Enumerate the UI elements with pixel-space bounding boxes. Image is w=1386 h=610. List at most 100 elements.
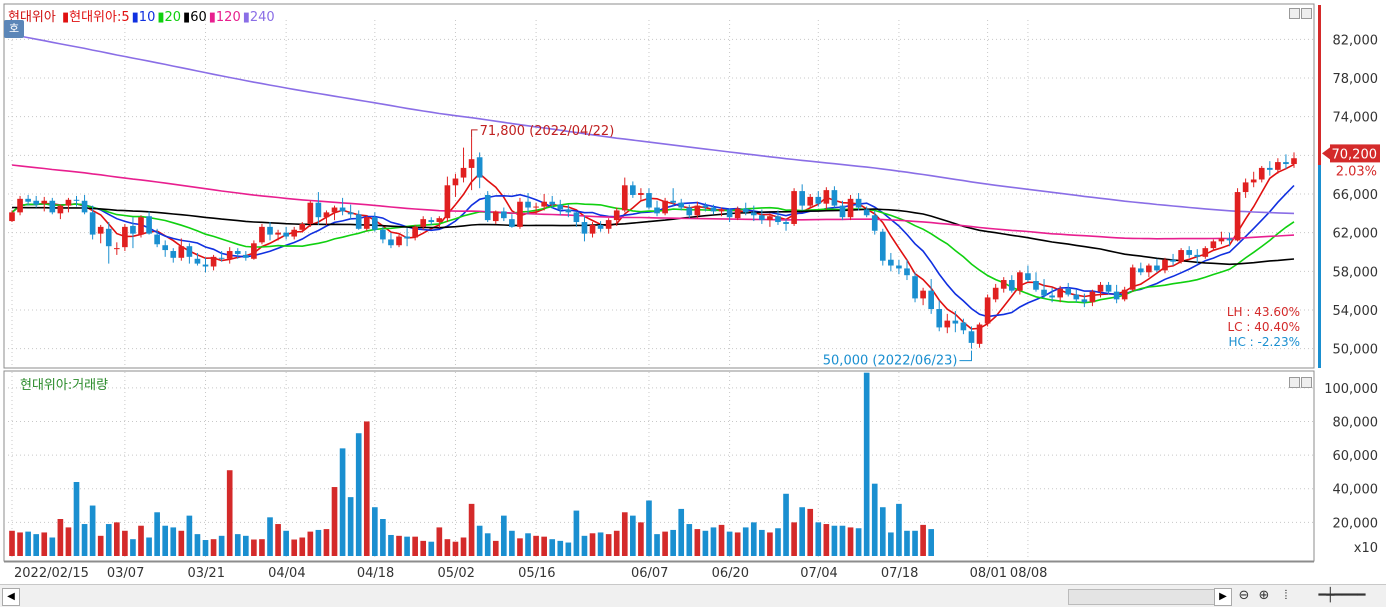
volume-tick-label: 40,000 bbox=[1333, 483, 1379, 498]
candle-body bbox=[920, 290, 926, 299]
candle-body bbox=[1081, 299, 1088, 303]
candle-body bbox=[444, 185, 451, 219]
volume-bar bbox=[65, 527, 72, 556]
volume-bar bbox=[646, 500, 652, 556]
candle-body bbox=[710, 207, 717, 212]
price-tick-label: 78,000 bbox=[1333, 72, 1379, 87]
candle-body bbox=[549, 201, 556, 205]
zoom-out-icon[interactable]: ⊖ bbox=[1238, 588, 1250, 603]
candle-body bbox=[654, 207, 660, 214]
candle-body bbox=[275, 232, 281, 235]
volume-bar bbox=[662, 531, 668, 556]
date-label: 03/21 bbox=[188, 566, 225, 581]
volume-bar bbox=[613, 530, 620, 556]
legend-ma-120: ▮120 bbox=[208, 10, 241, 25]
candle-body bbox=[1017, 272, 1023, 291]
volume-bar bbox=[863, 372, 870, 556]
zoom-in-icon[interactable]: ⊕ bbox=[1258, 588, 1270, 603]
candle-body bbox=[896, 265, 902, 269]
volume-bar bbox=[904, 530, 910, 556]
volume-bar bbox=[742, 527, 749, 556]
scroll-thumb[interactable] bbox=[1068, 589, 1215, 605]
volume-bar bbox=[428, 541, 435, 556]
candle-body bbox=[243, 254, 249, 258]
date-label: 08/08 bbox=[1010, 566, 1047, 581]
zoom-slider-icon[interactable]: ━┿━━━━ bbox=[1318, 588, 1366, 603]
candle-body bbox=[646, 193, 652, 208]
candle-body bbox=[476, 157, 483, 178]
volume-bar bbox=[323, 529, 330, 556]
candle-body bbox=[315, 202, 322, 218]
price-pane-minimize-icon[interactable] bbox=[1289, 8, 1300, 19]
candle-body bbox=[581, 222, 588, 234]
price-range-bar-down bbox=[1318, 165, 1321, 368]
candle-body bbox=[460, 167, 467, 178]
volume-unit-label: x10 bbox=[1354, 541, 1378, 556]
price-range-bar-up bbox=[1318, 5, 1321, 165]
ma-60-line bbox=[11, 206, 1295, 266]
volume-bar bbox=[726, 531, 733, 556]
candle-body bbox=[605, 220, 612, 229]
candle-body bbox=[928, 290, 934, 310]
candle-body bbox=[154, 234, 160, 245]
candle-body bbox=[1137, 268, 1144, 273]
candle-body bbox=[146, 216, 152, 234]
volume-bar bbox=[372, 507, 378, 556]
chart-type-button[interactable]: 호 bbox=[4, 20, 24, 38]
candle-body bbox=[1065, 288, 1072, 295]
volume-bar bbox=[509, 530, 515, 556]
candle-body bbox=[1105, 284, 1112, 292]
candle-body bbox=[992, 287, 999, 300]
date-label: 08/01 bbox=[970, 566, 1007, 581]
volume-bar bbox=[815, 522, 822, 556]
volume-bar bbox=[396, 535, 402, 556]
candle-body bbox=[1250, 179, 1257, 183]
volume-bar bbox=[17, 532, 23, 556]
candle-body bbox=[138, 217, 144, 235]
volume-pane-minimize-icon[interactable] bbox=[1289, 377, 1300, 388]
candle-body bbox=[162, 245, 169, 251]
volume-bar bbox=[283, 530, 289, 556]
candle-body bbox=[259, 226, 265, 243]
volume-bar bbox=[420, 540, 427, 556]
candle-body bbox=[1283, 162, 1289, 165]
volume-bar bbox=[138, 525, 144, 556]
volume-bar bbox=[484, 533, 491, 556]
volume-bar bbox=[81, 524, 88, 556]
price-pane-maximize-icon[interactable] bbox=[1301, 8, 1312, 19]
volume-pane-maximize-icon[interactable] bbox=[1301, 377, 1312, 388]
volume-bar bbox=[847, 527, 854, 556]
candle-body bbox=[436, 218, 443, 223]
candle-body bbox=[1266, 167, 1273, 170]
candle-body bbox=[517, 201, 523, 227]
candle-body bbox=[501, 211, 507, 219]
volume-bar bbox=[130, 539, 136, 556]
candle-body bbox=[863, 209, 870, 216]
volume-bar bbox=[920, 524, 926, 556]
candle-body bbox=[718, 209, 725, 212]
candle-body bbox=[380, 229, 386, 240]
candle-body bbox=[267, 226, 273, 235]
scroll-left-icon[interactable]: ◀ bbox=[2, 588, 20, 606]
volume-bar bbox=[388, 534, 394, 556]
candle-body bbox=[1275, 162, 1281, 170]
volume-bar bbox=[605, 534, 612, 556]
candle-body bbox=[533, 206, 539, 208]
candle-body bbox=[1008, 280, 1015, 291]
candle-body bbox=[194, 258, 201, 264]
scroll-right-icon[interactable]: ▶ bbox=[1214, 588, 1232, 606]
horizontal-scrollbar[interactable]: ◀ ▶ ⊖ ⊕ ⦙ ━┿━━━━ bbox=[0, 584, 1386, 607]
candle-body bbox=[170, 251, 177, 258]
candle-body bbox=[404, 236, 410, 239]
bar-count-icon[interactable]: ⦙ bbox=[1284, 588, 1288, 603]
legend-ma-240: ▮240 bbox=[242, 10, 275, 25]
volume-bar bbox=[49, 537, 56, 556]
candle-body bbox=[565, 209, 572, 213]
candle-body bbox=[855, 198, 862, 208]
volume-bar bbox=[146, 537, 152, 556]
volume-bar bbox=[839, 525, 846, 556]
candle-body bbox=[799, 191, 805, 206]
volume-bar bbox=[791, 522, 797, 556]
price-tick-label: 58,000 bbox=[1333, 265, 1379, 280]
